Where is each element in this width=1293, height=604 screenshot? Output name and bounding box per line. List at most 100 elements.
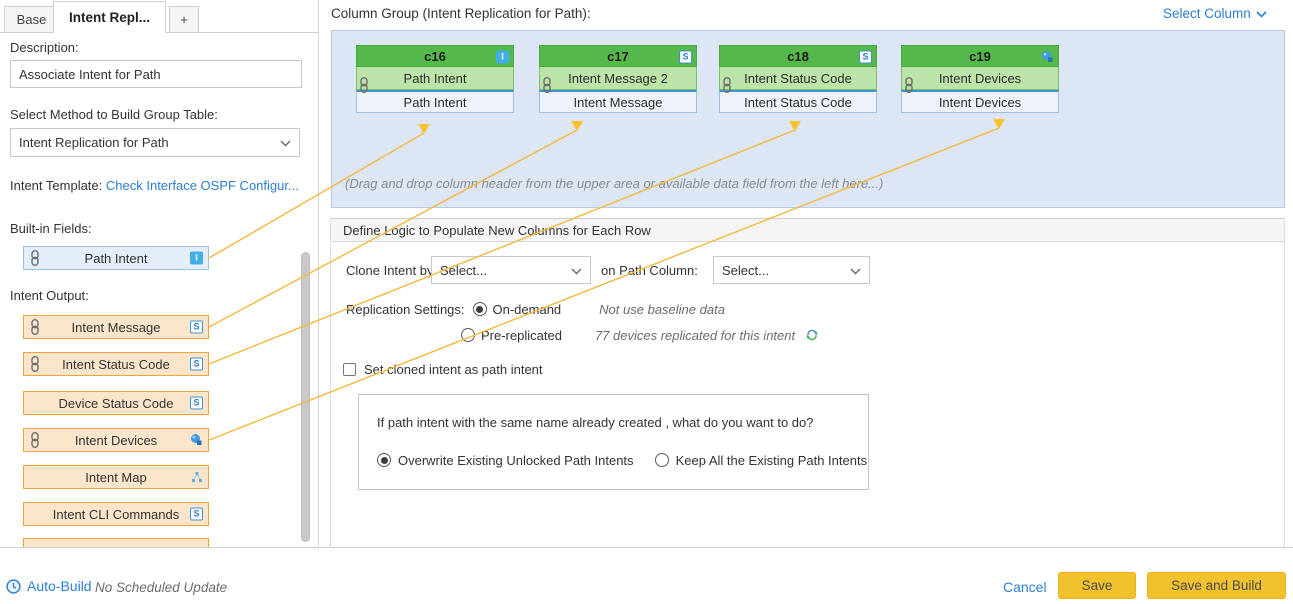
schedule-status: No Scheduled Update [95, 580, 228, 595]
intent-output-label: Intent Output: [10, 288, 89, 303]
left-panel-scrollbar[interactable] [301, 252, 310, 542]
devices-icon [190, 434, 203, 447]
cancel-button[interactable]: Cancel [1003, 579, 1047, 595]
save-and-build-button[interactable]: Save and Build [1147, 572, 1286, 599]
field-label: Path Intent [84, 250, 148, 266]
string-type-badge: S [190, 396, 203, 410]
conflict-question: If path intent with the same name alread… [377, 415, 813, 430]
dropzone-hint: (Drag and drop column header from the up… [345, 176, 884, 191]
tab-strip: Base Intent Repl... + [0, 0, 318, 33]
field-label: Intent Status Code [62, 356, 170, 372]
on-demand-radio[interactable] [472, 302, 487, 316]
field-label: Intent CLI Commands [52, 506, 180, 522]
method-select-value: Intent Replication for Path [19, 135, 169, 150]
pre-replicated-note: 77 devices replicated for this intent [594, 327, 796, 343]
intent-template-row: Intent Template: Check Interface OSPF Co… [10, 178, 299, 193]
column-display-name: Intent Message 2 [539, 67, 697, 90]
method-label: Select Method to Build Group Table: [10, 107, 218, 122]
refresh-icon[interactable] [805, 328, 819, 342]
clone-intent-label: Clone Intent by [346, 262, 434, 278]
intent-template-label: Intent Template: [10, 178, 103, 193]
save-button[interactable]: Save [1058, 572, 1136, 599]
overwrite-radio[interactable] [377, 453, 391, 467]
auto-build-label: Auto-Build [27, 578, 92, 594]
column-card-header[interactable]: c19 [901, 45, 1059, 67]
column-card-c18[interactable]: c18 S Intent Status Code Intent Status C… [719, 45, 877, 113]
method-select[interactable]: Intent Replication for Path [10, 128, 300, 157]
left-config-panel: Base Intent Repl... + Description: Selec… [0, 0, 319, 547]
string-type-badge: S [859, 50, 872, 64]
keep-label: Keep All the Existing Path Intents [675, 452, 868, 468]
chevron-down-icon [571, 263, 582, 278]
keep-radio[interactable] [654, 453, 669, 467]
column-card-header[interactable]: c17 S [539, 45, 697, 67]
tab-intent-replication-label: Intent Repl... [69, 9, 150, 25]
conflict-options-box: If path intent with the same name alread… [358, 394, 869, 490]
field-clipped[interactable] [23, 538, 209, 547]
define-logic-header: Define Logic to Populate New Columns for… [331, 218, 1284, 242]
pre-replicated-radio[interactable] [461, 328, 475, 342]
tab-base-label: Base [16, 12, 47, 27]
column-id: c17 [607, 48, 629, 64]
string-type-badge: S [190, 320, 203, 334]
select-column-button[interactable]: Select Column [1163, 6, 1267, 21]
field-intent-status-code[interactable]: Intent Status Code S [23, 352, 209, 376]
replication-prereplicated-row: Pre-replicated 77 devices replicated for… [461, 326, 819, 344]
intent-template-link[interactable]: Check Interface OSPF Configur... [105, 178, 299, 193]
chain-link-icon [904, 77, 914, 93]
chain-link-icon [30, 319, 40, 335]
column-display-name: Intent Status Code [719, 67, 877, 90]
add-tab-icon: + [180, 12, 188, 27]
field-intent-devices[interactable]: Intent Devices [23, 428, 209, 452]
footer-divider [0, 547, 1293, 548]
string-type-badge: S [190, 507, 203, 521]
overwrite-label: Overwrite Existing Unlocked Path Intents [398, 452, 634, 468]
column-source-field: Path Intent [356, 90, 514, 113]
column-card-header[interactable]: c16 I [356, 45, 514, 67]
chevron-down-icon [1256, 6, 1267, 21]
field-device-status-code[interactable]: Device Status Code S [23, 391, 209, 415]
column-card-header[interactable]: c18 S [719, 45, 877, 67]
tab-add[interactable]: + [169, 6, 199, 33]
on-demand-label: On-demand [492, 301, 562, 317]
chevron-down-icon [850, 263, 861, 278]
select-column-label: Select Column [1163, 6, 1251, 21]
path-column-label: on Path Column: [601, 262, 698, 278]
auto-build-button[interactable]: Auto-Build [6, 578, 92, 594]
column-display-name: Intent Devices [901, 67, 1059, 90]
set-cloned-row: Set cloned intent as path intent [343, 360, 543, 378]
chain-link-icon [359, 77, 369, 93]
field-intent-map[interactable]: Intent Map [23, 465, 209, 489]
conflict-radio-row: Overwrite Existing Unlocked Path Intents… [377, 451, 867, 469]
clone-intent-row: Clone Intent by [346, 256, 433, 284]
field-path-intent[interactable]: Path Intent I [23, 246, 209, 270]
define-logic-section: Define Logic to Populate New Columns for… [330, 218, 1285, 547]
column-card-c19[interactable]: c19 Intent Devices Intent Devices [901, 45, 1059, 113]
column-id: c18 [787, 48, 809, 64]
column-display-name: Path Intent [356, 67, 514, 90]
string-type-badge: S [190, 357, 203, 371]
column-card-c16[interactable]: c16 I Path Intent Path Intent [356, 45, 514, 113]
chain-link-icon [30, 250, 40, 266]
tab-base[interactable]: Base [4, 6, 59, 33]
built-in-fields-label: Built-in Fields: [10, 221, 92, 236]
chain-link-icon [722, 77, 732, 93]
field-label: Device Status Code [58, 395, 174, 411]
field-intent-message[interactable]: Intent Message S [23, 315, 209, 339]
string-type-badge: S [679, 50, 692, 64]
clone-intent-select[interactable]: Select... [431, 256, 591, 284]
column-card-c17[interactable]: c17 S Intent Message 2 Intent Message [539, 45, 697, 113]
tab-intent-replication[interactable]: Intent Repl... [53, 1, 166, 33]
field-label: Intent Devices [74, 432, 158, 448]
description-input[interactable] [10, 60, 302, 88]
set-cloned-checkbox[interactable] [343, 362, 356, 376]
field-intent-cli-commands[interactable]: Intent CLI Commands S [23, 502, 209, 526]
on-demand-note: Not use baseline data [599, 301, 725, 317]
field-label: Intent Message [71, 319, 161, 335]
column-id: c19 [969, 48, 991, 64]
intent-type-badge: I [496, 50, 509, 64]
replication-ondemand-row: Replication Settings: On-demand Not use … [346, 300, 725, 318]
conflict-question-label: If path intent with the same name alread… [377, 415, 814, 430]
path-column-select[interactable]: Select... [713, 256, 870, 284]
